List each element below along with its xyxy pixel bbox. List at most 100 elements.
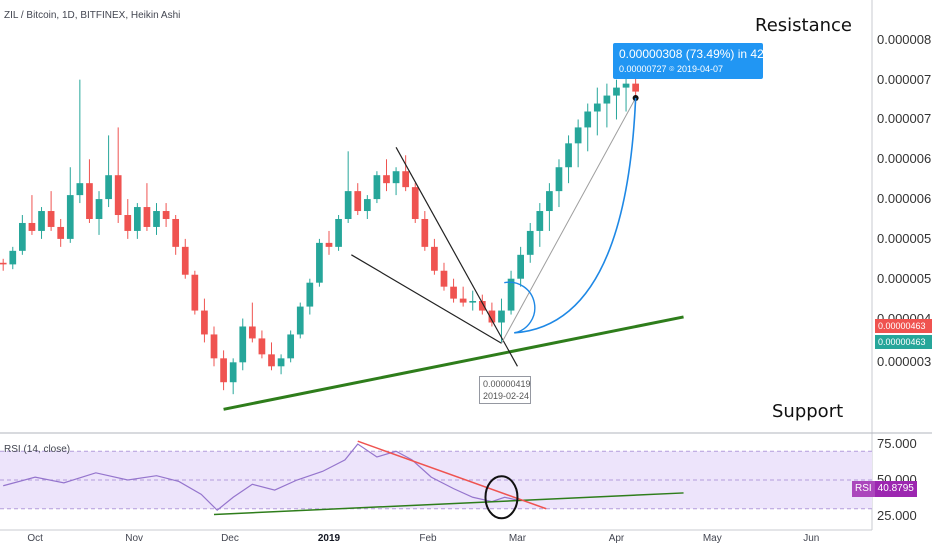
candle-body: [287, 334, 295, 359]
rsi-breakout-circle: [484, 475, 519, 520]
wedge-upper-line: [395, 147, 518, 367]
candle-body: [268, 354, 275, 367]
candle-body: [220, 358, 227, 383]
candle-body: [143, 207, 151, 227]
price-axis-bg: [872, 0, 932, 550]
resistance-label: Resistance: [755, 15, 852, 36]
price-tick-label: 0.000005: [877, 270, 932, 286]
candle-body: [526, 230, 534, 255]
price-tick-label: 0.000007: [877, 71, 932, 87]
candle-body: [258, 338, 266, 355]
candle-body: [47, 211, 55, 227]
candle-body: [574, 127, 582, 144]
candle-body: [172, 218, 180, 247]
time-tick-label: Dec: [221, 533, 239, 544]
candle-body: [201, 310, 208, 335]
candle-body: [613, 87, 620, 96]
candle-body: [325, 242, 333, 247]
candle-body: [593, 103, 601, 112]
support-label: Support: [772, 401, 844, 422]
price-tick-label: 0.000007: [877, 111, 932, 127]
candle-body: [373, 175, 381, 200]
low-price-value: 0.00000419: [483, 379, 531, 389]
candle-body: [86, 183, 93, 219]
candle-body: [488, 310, 496, 323]
candle-body: [584, 111, 592, 128]
candle-body: [114, 175, 122, 216]
time-tick-label: 2019: [317, 533, 341, 544]
candle-body: [0, 262, 7, 265]
rsi-resistance-trendline: [357, 440, 547, 510]
time-tick-label: May: [702, 533, 722, 544]
candle-body: [316, 242, 323, 283]
price-tick-label: 0.000008: [877, 31, 932, 47]
parabolic-curve: [514, 97, 637, 334]
candle-body: [344, 191, 352, 219]
time-tick-label: Jun: [803, 533, 820, 544]
candle-body: [248, 326, 256, 339]
time-tick-label: Feb: [419, 533, 437, 544]
candle-body: [66, 195, 74, 239]
symbol-title: ZIL / Bitcoin, 1D, BITFINEX, Heikin Ashi: [4, 10, 181, 21]
rsi-tick-label: 25.000: [877, 507, 917, 523]
candle-body: [478, 301, 486, 311]
price-range-measure[interactable]: 0.00000308 (73.49%) in 42d 0.00000727 ⌾ …: [613, 43, 770, 79]
last-price-tag: 0.00000463: [875, 319, 932, 333]
candle-body: [603, 95, 611, 104]
candle-body: [459, 298, 467, 303]
candle-body: [507, 278, 515, 311]
candle-body: [162, 211, 170, 219]
rsi-tag-value: 40.8795: [874, 481, 917, 497]
rsi-value-tag: RSI 40.8795: [852, 481, 917, 497]
rsi-tag-name: RSI: [852, 481, 875, 497]
candle-body: [450, 286, 457, 299]
candle-body: [181, 246, 189, 275]
candle-body: [555, 167, 563, 192]
time-tick-label: Oct: [27, 533, 43, 544]
candle-body: [296, 306, 304, 335]
candle-body: [277, 358, 285, 367]
price-tick-label: 0.000005: [877, 230, 932, 246]
candle-body: [306, 282, 314, 307]
low-price-label: 0.00000419 2019-02-24: [479, 376, 531, 404]
candle-body: [469, 301, 477, 303]
candle-body: [632, 83, 639, 92]
candle-body: [153, 211, 160, 227]
rsi-tick-label: 75.000: [877, 436, 917, 452]
time-tick-label: Apr: [608, 533, 625, 544]
candle-body: [9, 250, 17, 265]
candle-body: [19, 222, 26, 251]
candle-body: [95, 199, 103, 219]
candle-body: [411, 187, 419, 219]
measure-change-text: 0.00000308 (73.49%) in 42d: [619, 47, 771, 61]
candle-body: [440, 270, 448, 287]
rsi-title: RSI (14, close): [4, 444, 71, 455]
candle-body: [124, 215, 132, 231]
candle-body: [239, 326, 247, 363]
price-tick-label: 0.000003: [877, 354, 932, 370]
candle-body: [133, 207, 141, 231]
candle-body: [105, 175, 112, 200]
candle-body: [622, 83, 630, 88]
time-tick-label: Nov: [125, 533, 144, 544]
candle-body: [546, 191, 553, 212]
price-tick-label: 0.000006: [877, 191, 932, 207]
candle-body: [383, 175, 390, 184]
support-trendline: [223, 315, 684, 411]
measure-line: [501, 97, 637, 344]
candle-body: [363, 199, 371, 212]
candle-body: [335, 218, 342, 247]
rsi-line: [3, 443, 518, 511]
candle-body: [229, 362, 237, 383]
candle-body: [421, 218, 429, 247]
candle-body: [536, 211, 544, 231]
candle-body: [565, 143, 572, 168]
low-price-date: 2019-02-24: [483, 391, 530, 401]
candle-body: [431, 246, 438, 271]
candle-body: [191, 274, 199, 311]
candle-body: [517, 254, 524, 279]
candle-body: [210, 334, 218, 359]
rsi-support-trendline: [213, 492, 684, 516]
